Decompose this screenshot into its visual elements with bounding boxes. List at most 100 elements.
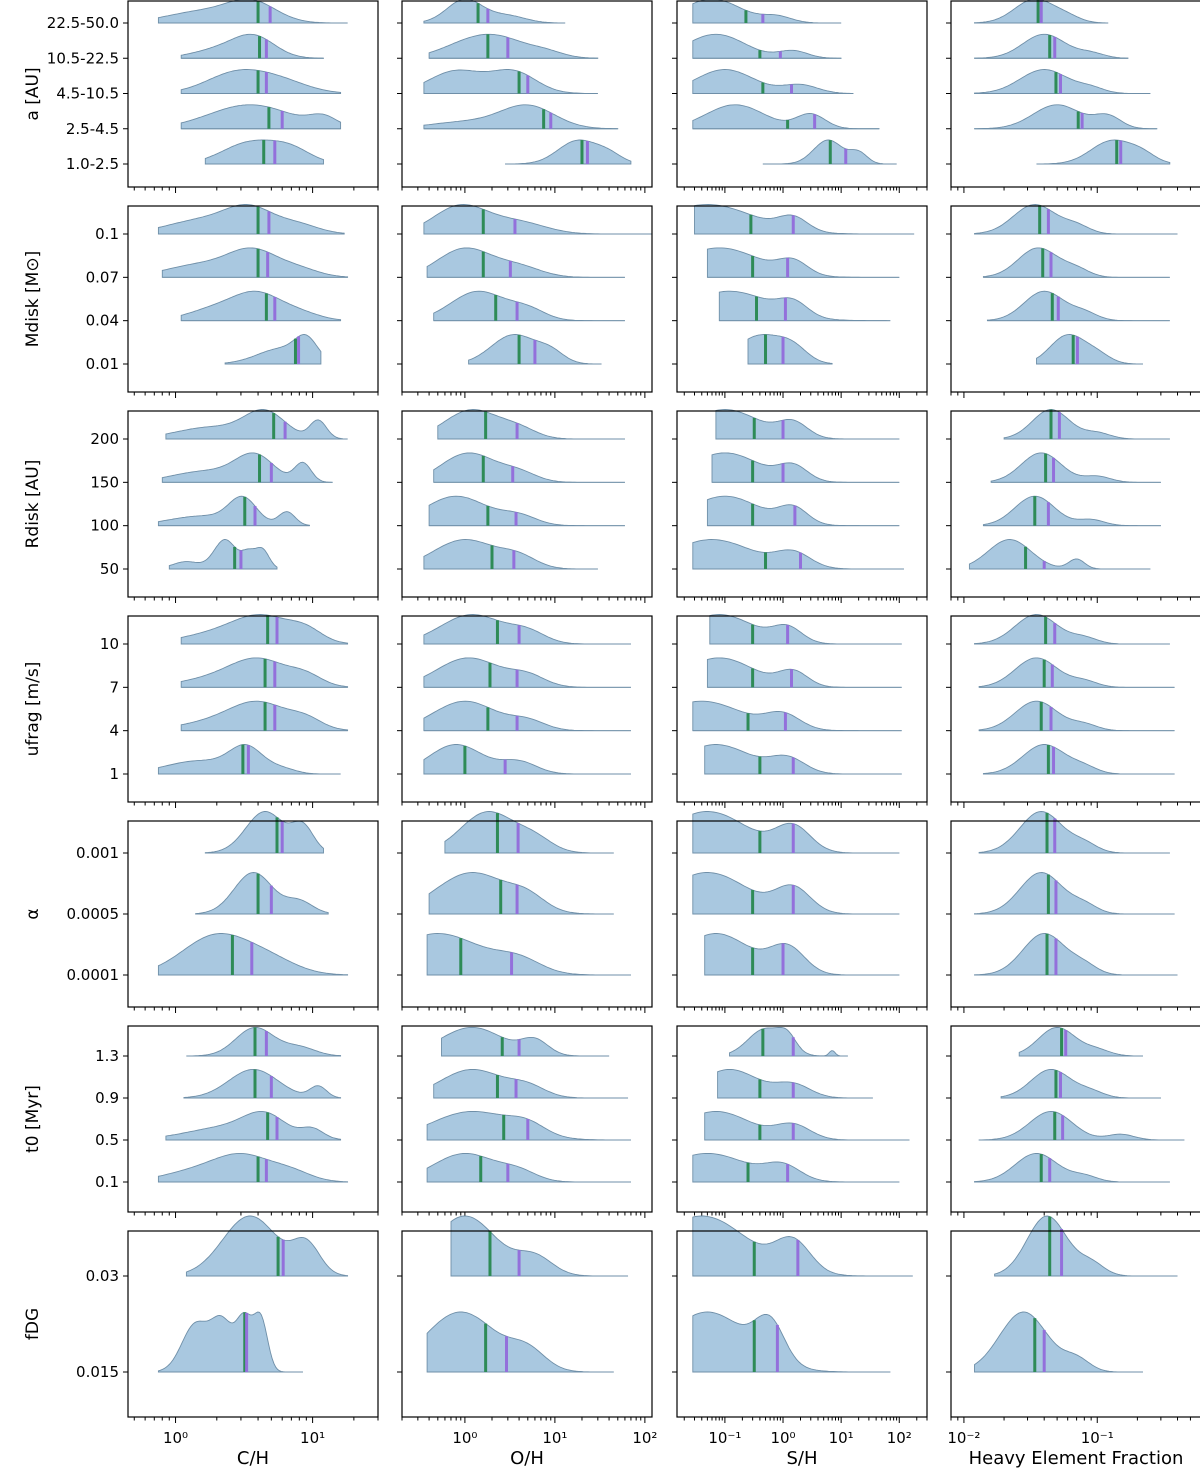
density-ridge [185, 1215, 349, 1277]
category-label: 200 [90, 430, 119, 448]
density-ridge [157, 1311, 303, 1373]
panel [946, 811, 1200, 1013]
panel [123, 1025, 379, 1218]
density-ridge [729, 1026, 848, 1057]
density-ridge [450, 1215, 628, 1277]
category-label: 1.3 [95, 1047, 119, 1065]
density-ridge [423, 657, 631, 688]
panel-frame [127, 615, 379, 803]
density-ridge [692, 700, 902, 732]
density-ridge [204, 811, 324, 854]
density-ridge [1036, 139, 1171, 165]
panel [397, 204, 653, 398]
category-label: 10.5-22.5 [47, 49, 119, 67]
density-ridge [704, 744, 902, 775]
panel [946, 204, 1200, 398]
density-ridge [426, 1152, 631, 1183]
density-ridge [180, 33, 324, 59]
density-ridge [706, 495, 900, 527]
row-ylabel: ufrag [m/s] [23, 662, 43, 757]
density-ridge [423, 700, 631, 732]
row-ylabel: Mdisk [M⊙] [23, 251, 43, 347]
x-tick-label: 10⁻² [947, 1429, 980, 1447]
density-ridge [157, 204, 345, 235]
panel-frame [950, 1025, 1200, 1213]
density-ridge [974, 1152, 1170, 1183]
column-xlabel: O/H [510, 1448, 544, 1469]
panel-frame [676, 1230, 928, 1418]
density-ridge [1036, 334, 1143, 365]
panel [946, 1025, 1200, 1218]
panel [123, 409, 379, 603]
panel-frame [127, 410, 379, 598]
density-ridge [428, 495, 625, 527]
panel [397, 1215, 653, 1423]
category-label: 0.001 [76, 844, 119, 862]
density-ridge [423, 744, 631, 775]
x-tick-label: 10² [887, 1429, 912, 1447]
density-ridge [994, 1215, 1178, 1277]
x-tick-label: 10⁰ [452, 1429, 477, 1447]
density-ridge [692, 33, 842, 59]
density-ridge [161, 452, 333, 483]
panel-frame [401, 1230, 653, 1418]
density-ridge [1003, 409, 1170, 440]
density-ridge [692, 811, 900, 854]
panel-frame [401, 205, 653, 393]
density-ridge [423, 204, 652, 235]
x-tick-label: 10¹ [542, 1429, 567, 1447]
panel-frame [401, 615, 653, 803]
panel-frame [950, 1230, 1200, 1418]
density-ridge [441, 1026, 610, 1057]
density-ridge [717, 1068, 873, 1099]
category-label: 10 [100, 635, 119, 653]
category-label: 0.03 [86, 1267, 119, 1285]
density-ridge [990, 452, 1161, 483]
panel [123, 204, 379, 398]
density-ridge [706, 247, 900, 278]
density-ridge [180, 104, 342, 130]
panel-frame [127, 1230, 379, 1418]
density-ridge [692, 1152, 900, 1183]
density-ridge [982, 744, 1175, 775]
density-ridge [165, 1110, 342, 1141]
category-label: 1.0-2.5 [66, 155, 119, 173]
density-ridge [692, 69, 854, 94]
column-xlabel: C/H [237, 1448, 269, 1469]
category-label: 0.07 [86, 268, 119, 286]
row-ylabel: t0 [Myr] [23, 1085, 43, 1153]
column-xlabel: S/H [786, 1448, 817, 1469]
density-ridge [423, 0, 566, 24]
panel [123, 0, 379, 193]
density-ridge [709, 614, 902, 645]
panel [946, 614, 1200, 808]
x-tick-label: 10⁰ [163, 1429, 188, 1447]
panel [672, 811, 928, 1013]
panel-frame [676, 410, 928, 598]
density-ridge [180, 614, 349, 645]
panel [672, 0, 928, 193]
density-ridge [180, 69, 342, 94]
density-ridge [974, 33, 1129, 59]
panel [946, 1215, 1200, 1423]
row-ylabel: α [23, 908, 43, 919]
category-label: 1 [109, 765, 119, 783]
density-ridge [747, 334, 833, 365]
density-ridge [165, 409, 348, 440]
panel [397, 409, 653, 603]
density-ridge [704, 1110, 910, 1141]
density-ridge [978, 657, 1175, 688]
density-ridge [1018, 1026, 1143, 1057]
density-ridge [974, 69, 1151, 94]
x-tick-label: 10¹ [829, 1429, 854, 1447]
density-ridge [183, 1068, 342, 1099]
density-ridge [978, 700, 1175, 732]
panel [946, 409, 1200, 603]
density-ridge [982, 247, 1170, 278]
density-ridge [423, 104, 619, 130]
category-label: 0.0001 [67, 966, 120, 984]
panel [946, 0, 1200, 193]
density-ridge [986, 290, 1170, 322]
density-ridge [426, 1311, 614, 1373]
category-label: 7 [109, 678, 119, 696]
